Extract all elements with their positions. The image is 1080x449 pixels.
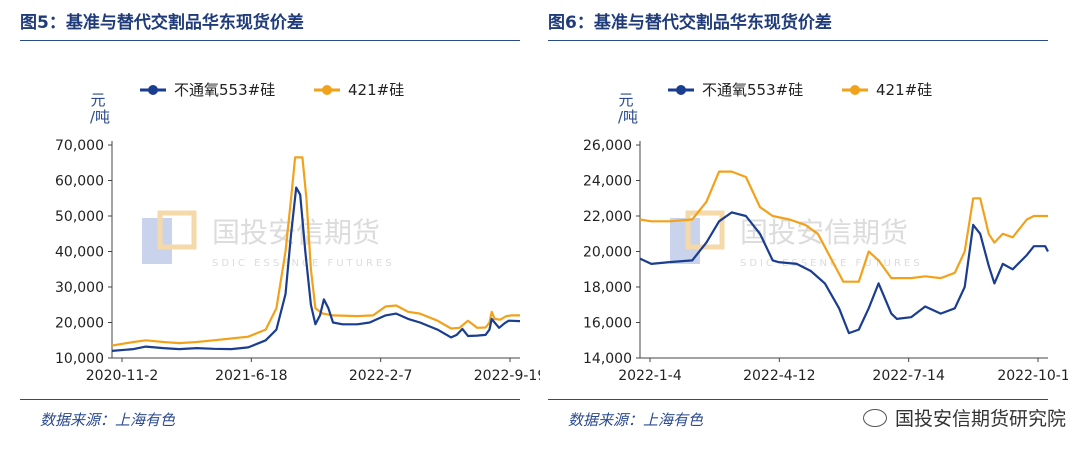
- figure-title: 图5：基准与替代交割品华东现货价差: [20, 13, 304, 33]
- figure-title: 图6：基准与替代交割品华东现货价差: [548, 13, 832, 33]
- y-tick-label: 26,000: [583, 138, 632, 154]
- legend-marker: [676, 85, 686, 95]
- y-tick-label: 40,000: [55, 245, 104, 261]
- legend-marker: [850, 85, 860, 95]
- brand-mark: 国投安信期货研究院: [862, 404, 1066, 431]
- y-tick-label: 20,000: [583, 245, 632, 261]
- data-source: 数据来源：上海有色: [40, 411, 176, 429]
- source-divider: [20, 399, 520, 400]
- legend-label: 421#硅: [876, 81, 932, 99]
- source-divider: [548, 399, 1048, 400]
- y-tick-label: 50,000: [55, 209, 104, 225]
- watermark-subtext: SDIC ESSENCE FUTURES: [212, 258, 395, 269]
- y-tick-label: 30,000: [55, 280, 104, 296]
- legend-label: 421#硅: [348, 81, 404, 99]
- series-line: [111, 156, 520, 347]
- brand-text: 国投安信期货研究院: [894, 408, 1066, 430]
- y-tick-label: 10,000: [55, 351, 104, 367]
- series-line: [639, 211, 1049, 335]
- x-tick-label: 2020-11-2: [86, 368, 158, 384]
- legend: 不通氧553#硅 421#硅: [668, 81, 932, 99]
- y-tick-label: 16,000: [583, 316, 632, 332]
- x-tick-label: 2022-7-14: [872, 368, 945, 384]
- y-axis-label-unit: /吨: [618, 108, 638, 126]
- chart-panel-left: 图5：基准与替代交割品华东现货价差 国投安信期货 SDIC ESSENCE FUT…: [20, 0, 540, 449]
- watermark-logo-frame: [157, 210, 197, 250]
- title-divider: [20, 40, 520, 41]
- y-tick-label: 18,000: [583, 280, 632, 296]
- x-tick-label: 2022-10-19: [997, 368, 1068, 384]
- y-tick-label: 20,000: [55, 316, 104, 332]
- series-line: [111, 186, 521, 352]
- legend-label: 不通氧553#硅: [174, 81, 275, 99]
- y-tick-label: 14,000: [583, 351, 632, 367]
- series-line: [639, 170, 1048, 283]
- watermark-logo-block: [142, 218, 172, 264]
- x-tick-label: 2022-4-12: [743, 368, 815, 384]
- y-tick-label: 70,000: [55, 138, 104, 154]
- y-tick-label: 22,000: [583, 209, 632, 225]
- wechat-icon: [862, 409, 887, 427]
- data-source: 数据来源：上海有色: [568, 411, 704, 429]
- watermark-text: 国投安信期货: [212, 216, 380, 249]
- x-tick-label: 2022-9-19: [474, 368, 540, 384]
- legend-marker: [322, 85, 332, 95]
- watermark: 国投安信期货 SDIC ESSENCE FUTURES: [142, 210, 395, 269]
- legend-marker: [148, 85, 158, 95]
- y-axis-label: 元: [90, 91, 105, 109]
- title-divider: [548, 40, 1048, 41]
- legend: 不通氧553#硅 421#硅: [140, 81, 404, 99]
- watermark-subtext: SDIC ESSENCE FUTURES: [740, 258, 923, 269]
- x-tick-label: 2021-6-18: [215, 368, 287, 384]
- y-tick-label: 24,000: [583, 174, 632, 190]
- x-tick-label: 2022-2-7: [349, 368, 413, 384]
- chart-panel-right: 图6：基准与替代交割品华东现货价差 国投安信期货 SDIC ESSENCE FUT…: [548, 0, 1068, 449]
- y-axis-label-unit: /吨: [90, 108, 110, 126]
- watermark-logo-frame: [685, 210, 725, 250]
- y-axis-label: 元: [618, 91, 633, 109]
- line-chart-left: 国投安信期货 SDIC ESSENCE FUTURES 元/吨 10,000 20,00…: [55, 81, 540, 384]
- y-tick-label: 60,000: [55, 174, 104, 190]
- x-tick-label: 2022-1-4: [618, 368, 682, 384]
- legend-label: 不通氧553#硅: [702, 81, 803, 99]
